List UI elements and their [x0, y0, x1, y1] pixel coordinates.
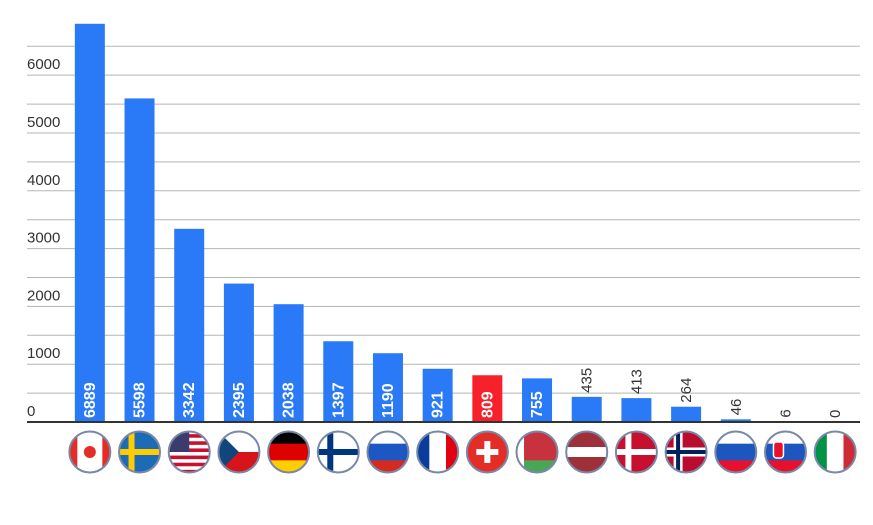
bar — [671, 406, 702, 422]
value-label: 6 — [777, 409, 794, 417]
y-tick-label: 0 — [27, 403, 35, 420]
y-tick-label: 4000 — [27, 172, 60, 189]
bar — [273, 304, 304, 422]
value-label: 2395 — [231, 382, 248, 418]
bar — [223, 283, 254, 422]
flag-icon — [68, 430, 112, 474]
y-tick-label: 3000 — [27, 230, 60, 247]
value-label: 1190 — [380, 383, 397, 418]
value-label: 5598 — [132, 382, 149, 418]
value-label: 1397 — [330, 382, 347, 418]
value-label: 0 — [827, 410, 844, 418]
flag-icon — [813, 430, 857, 474]
value-label: 2038 — [281, 382, 298, 418]
flag-icon — [614, 430, 658, 474]
flag-icon — [167, 430, 211, 474]
y-tick-label: 6000 — [27, 56, 60, 73]
flag-icon — [416, 430, 460, 474]
value-label: 6889 — [82, 382, 99, 418]
value-label: 435 — [579, 368, 596, 393]
y-tick-label: 5000 — [27, 114, 60, 131]
bar — [621, 398, 652, 422]
flag-icon — [515, 430, 559, 474]
flag-icon — [565, 430, 609, 474]
bar — [74, 23, 105, 423]
y-tick-label: 2000 — [27, 287, 60, 304]
bar — [124, 98, 155, 422]
value-label: 413 — [628, 369, 645, 394]
flag-icon — [217, 430, 261, 474]
y-tick-label: 1000 — [27, 345, 60, 362]
bar — [720, 419, 751, 422]
bar — [422, 368, 453, 422]
flag-icon — [267, 430, 311, 474]
value-label: 755 — [529, 391, 546, 418]
value-label: 264 — [678, 378, 695, 403]
value-label: 809 — [479, 391, 496, 418]
flag-icon — [465, 430, 509, 474]
bar — [174, 228, 205, 422]
flag-icon — [118, 430, 162, 474]
bar — [522, 378, 553, 422]
flag-icon — [714, 430, 758, 474]
bar — [571, 396, 602, 422]
flag-icon — [366, 430, 410, 474]
value-label: 46 — [728, 399, 745, 416]
bar — [472, 375, 503, 422]
value-label: 3342 — [181, 382, 198, 418]
flag-icon — [763, 430, 807, 474]
bar — [323, 341, 354, 422]
flag-icon — [664, 430, 708, 474]
value-label: 921 — [430, 391, 447, 418]
flag-icon — [316, 430, 360, 474]
bar — [372, 353, 403, 422]
